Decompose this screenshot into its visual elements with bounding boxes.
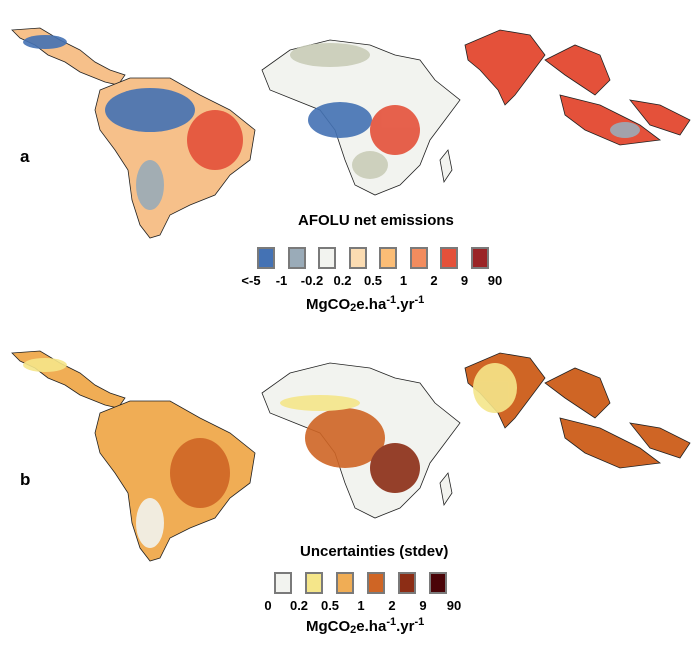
uncertainty-overlays [23, 358, 517, 548]
legend-swatch [440, 247, 458, 269]
legend-tick-label: 0.2 [333, 273, 352, 288]
asia-region [464, 29, 691, 146]
legend-tick-label: 1 [399, 273, 408, 288]
legend-tick-label: 9 [419, 598, 427, 613]
legend-tick-label: 2 [388, 598, 396, 613]
legend-tick-label: 0 [264, 598, 272, 613]
emission-overlays [23, 35, 640, 210]
legend-tick-label: 0.5 [363, 273, 383, 288]
legend-tick-label: 0.2 [289, 598, 309, 613]
legend-tick-label: 9 [460, 273, 469, 288]
legend-swatch [274, 572, 292, 594]
legend-swatch [336, 572, 354, 594]
legend-swatch [470, 247, 489, 269]
legend-title: AFOLU net emissions [298, 212, 454, 229]
legend-swatch [429, 572, 447, 594]
legend-swatch [379, 247, 397, 269]
legend-tick-label: 90 [446, 598, 462, 613]
legend-tick-label: -0.2 [300, 273, 324, 288]
panel-label-a: a [20, 147, 30, 166]
legend-swatch [348, 247, 367, 269]
legend-tick-label: <-5 [241, 273, 261, 288]
legend-tick-label: 90 [487, 273, 503, 288]
legend-unit: MgCO2e.ha-1.yr-1 [306, 294, 425, 314]
legend-tick-label: -1 [275, 273, 288, 288]
uncertainty-map [11, 350, 691, 562]
legend-swatch [409, 247, 428, 269]
legend-swatch [367, 572, 385, 594]
legend-swatch [398, 572, 416, 594]
legend-swatch [305, 572, 323, 594]
legend-tick-label: 2 [430, 273, 438, 288]
panel-label-b: b [20, 470, 31, 489]
legend-swatch [318, 247, 336, 269]
legend-unit: MgCO2e.ha-1.yr-1 [306, 616, 425, 636]
afolu-emissions-map [11, 27, 691, 239]
legend-title: Uncertainties (stdev) [300, 543, 449, 560]
legend-tick-label: 1 [357, 598, 365, 613]
legend-tick-label: 0.5 [320, 598, 340, 613]
legend-swatch [287, 247, 306, 269]
legend-swatch [257, 247, 275, 269]
